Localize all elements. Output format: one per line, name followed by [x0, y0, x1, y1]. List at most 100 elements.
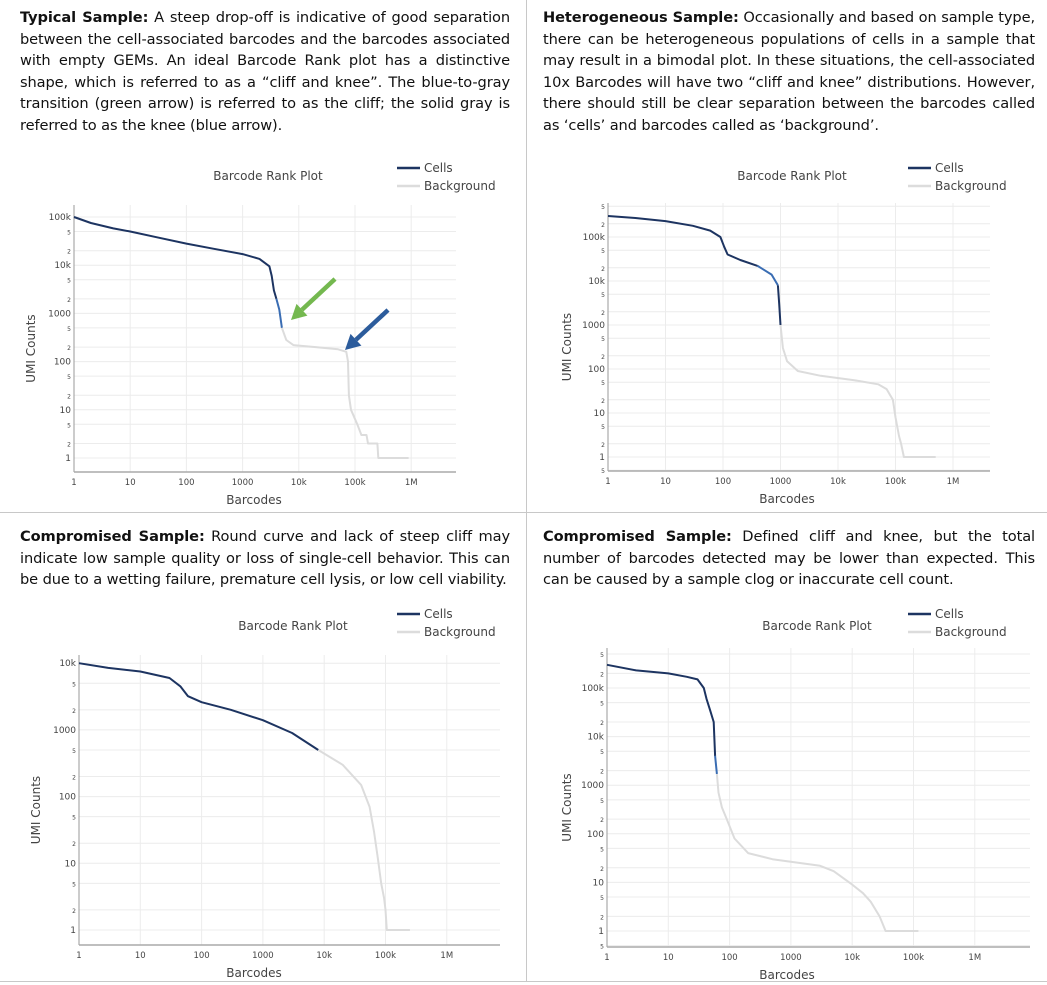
x-tick-label: 10k — [316, 951, 332, 961]
x-tick-label: 10 — [660, 477, 671, 487]
x-tick-label: 100k — [344, 478, 365, 488]
y-tick-label: 5 — [600, 749, 604, 756]
x-tick-label: 100 — [178, 478, 194, 488]
panel-text-compromised-clog: Compromised Sample: Defined cliff and kn… — [543, 526, 1035, 591]
x-tick-label: 10 — [663, 953, 674, 963]
y-tick-label: 10 — [65, 859, 77, 869]
y-tick-label: 100 — [54, 358, 71, 368]
bottom-divider — [0, 981, 1047, 982]
y-tick-label: 10 — [594, 409, 606, 419]
y-tick-label: 100 — [588, 365, 605, 375]
y-axis-label: UMI Counts — [29, 776, 43, 844]
panel-text-compromised-round: Compromised Sample: Round curve and lack… — [20, 526, 510, 591]
legend-label-background: Background — [935, 179, 1007, 193]
barcode-rank-plot-4: 1 10 100 1000 10k 100k 1M 5 2 100k 5 2 10k 5 2 1000 5 2 10… — [560, 607, 1030, 982]
series-line-cells — [73, 216, 278, 300]
panel-heading: Compromised Sample: — [20, 528, 205, 545]
x-tick-label: 1 — [76, 951, 81, 961]
x-tick-label: 1M — [440, 951, 453, 961]
y-tick-label: 1000 — [48, 309, 71, 319]
y-tick-label: 100k — [583, 233, 606, 243]
legend-label-background: Background — [424, 625, 496, 639]
y-tick-label: 2 — [600, 769, 604, 776]
legend-label-cells: Cells — [935, 161, 964, 175]
panel-body: Occasionally and based on sample type, t… — [543, 9, 1036, 134]
series-line-transition — [714, 755, 718, 775]
knee-arrow-shaft — [354, 308, 390, 342]
x-axis-label: Barcodes — [226, 493, 281, 507]
x-tick-label: 1M — [947, 477, 960, 487]
legend-label-cells: Cells — [424, 607, 453, 621]
x-tick-label: 1 — [605, 477, 610, 487]
y-tick-label: 2 — [67, 297, 71, 304]
x-axis-label: Barcodes — [759, 968, 814, 982]
y-tick-label: 2 — [600, 720, 604, 727]
series-line-background — [779, 324, 936, 458]
y-tick-label: 2 — [601, 442, 605, 449]
barcode-rank-plot-2: 1 10 100 1000 10k 100k 1M 5 2 100k 5 2 10k 5 2 1000 5 2 10… — [560, 161, 1007, 506]
y-tick-label: 5 — [67, 374, 71, 381]
x-axis-label: Barcodes — [759, 492, 814, 506]
chart-title: Barcode Rank Plot — [737, 169, 847, 183]
y-tick-label: 1000 — [53, 726, 76, 736]
series-line-transition — [757, 265, 779, 286]
chart-title: Barcode Rank Plot — [238, 619, 348, 633]
y-tick-label: 2 — [67, 393, 71, 400]
legend-label-background: Background — [935, 625, 1007, 639]
y-tick-label: 2 — [72, 841, 76, 848]
y-tick-label: 5 — [601, 248, 605, 255]
y-tick-label: 10k — [588, 277, 605, 287]
series-line-cells — [776, 285, 782, 326]
x-tick-label: 1000 — [232, 478, 254, 488]
y-tick-label: 10 — [60, 406, 72, 416]
x-tick-label: 100k — [903, 953, 924, 963]
knee-arrow-icon — [345, 333, 362, 350]
x-tick-label: 1000 — [780, 953, 802, 963]
panel-text-heterogeneous: Heterogeneous Sample: Occasionally and b… — [543, 7, 1035, 137]
y-tick-label: 5 — [601, 336, 605, 343]
y-tick-label: 2 — [600, 914, 604, 921]
y-tick-label: 1000 — [581, 781, 604, 791]
x-tick-label: 1000 — [770, 477, 792, 487]
y-tick-label: 2 — [600, 671, 604, 678]
y-tick-label: 100k — [49, 213, 72, 223]
vertical-divider — [526, 0, 527, 982]
y-tick-label: 5 — [600, 895, 604, 902]
x-tick-label: 10k — [291, 478, 307, 488]
legend-label-background: Background — [424, 179, 496, 193]
series-line-transition — [275, 298, 283, 329]
panel-heading: Compromised Sample: — [543, 528, 732, 545]
y-tick-label: 1000 — [582, 321, 605, 331]
y-axis-label: UMI Counts — [560, 313, 574, 381]
y-tick-label: 5 — [601, 204, 605, 211]
horizontal-divider — [0, 512, 1047, 513]
y-tick-label: 2 — [67, 249, 71, 256]
y-tick-label: 5 — [601, 292, 605, 299]
y-tick-label: 5 — [72, 681, 76, 688]
y-tick-label: 5 — [67, 326, 71, 333]
y-tick-label: 1 — [70, 926, 76, 936]
x-tick-label: 1M — [968, 953, 981, 963]
barcode-rank-plot-1: 1 10 100 1000 10k 100k 1M 100k 5 2 10k 5 2 1000 5 2 100 5… — [24, 161, 496, 507]
barcode-rank-plot-3: 1 10 100 1000 10k 100k 1M 10k 5 2 1000 5 2 100 5 2 10 5 2 1… — [29, 607, 500, 980]
panel-heading: Heterogeneous Sample: — [543, 9, 739, 26]
x-axis-label: Barcodes — [226, 966, 281, 980]
series-line-cells — [607, 215, 758, 267]
y-tick-label: 5 — [600, 798, 604, 805]
series-line-cells — [606, 663, 717, 756]
y-tick-label: 10k — [587, 733, 604, 743]
y-tick-label: 1 — [599, 453, 605, 463]
y-tick-label: 10k — [59, 659, 76, 669]
series-line-cells — [78, 662, 319, 751]
panel-body: Round curve and lack of steep cliff may … — [20, 528, 510, 589]
y-axis-label: UMI Counts — [560, 773, 574, 841]
y-tick-label: 5 — [72, 815, 76, 822]
y-axis-label: UMI Counts — [24, 314, 38, 382]
x-tick-label: 100k — [375, 951, 396, 961]
y-tick-label: 2 — [72, 775, 76, 782]
x-tick-label: 10 — [135, 951, 146, 961]
panel-body: Defined cliff and knee, but the total nu… — [543, 528, 1036, 589]
y-tick-label: 5 — [600, 652, 604, 659]
y-tick-label: 2 — [601, 398, 605, 405]
